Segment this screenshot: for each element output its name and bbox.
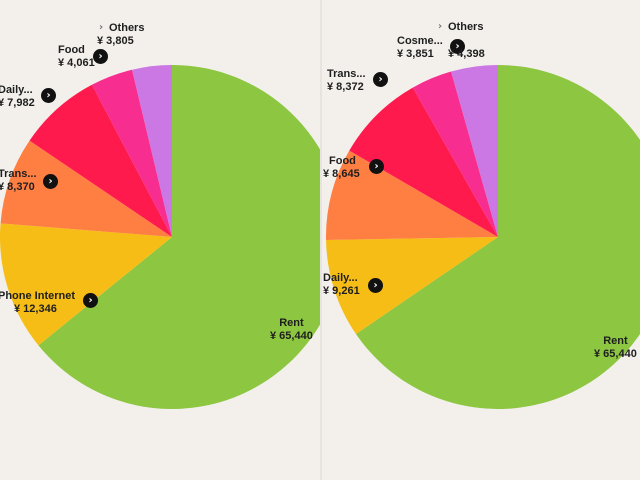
pie-slice-daily[interactable] <box>326 237 498 335</box>
pie-slice-rent[interactable] <box>38 65 320 409</box>
right-chart-panel: › Others Cosme... ¥ 3,851 › ¥ 4,398 Tran… <box>322 0 640 480</box>
right-label-cosme[interactable]: Cosme... ¥ 3,851 › <box>397 35 465 60</box>
pie-slice-trans[interactable] <box>0 140 172 237</box>
left-chart-panel: › Others ¥ 3,805 Food ¥ 4,061 › Daily...… <box>0 22 320 409</box>
pie-slice-cosme[interactable] <box>412 71 498 237</box>
right-pie-chart <box>326 65 640 409</box>
left-label-rent: Rent ¥ 65,440 <box>270 317 313 342</box>
pie-slice-daily[interactable] <box>29 84 173 237</box>
chevron-right-icon: › <box>437 21 443 32</box>
left-label-others[interactable]: › Others ¥ 3,805 <box>97 22 145 47</box>
chevron-right-icon: › <box>98 22 104 33</box>
right-label-trans[interactable]: Trans... ¥ 8,372 › <box>327 68 388 93</box>
pie-slice-phone-internet[interactable] <box>0 223 172 346</box>
left-pie-chart <box>0 65 320 409</box>
pie-slice-rent[interactable] <box>355 65 640 409</box>
right-label-food[interactable]: Food ¥ 8,645 › <box>323 155 384 180</box>
right-label-rent: Rent ¥ 65,440 <box>594 335 637 360</box>
chevron-right-icon: › <box>368 278 383 293</box>
chevron-right-icon: › <box>43 174 58 189</box>
chevron-right-icon: › <box>373 72 388 87</box>
left-label-trans[interactable]: Trans... ¥ 8,370 › <box>0 168 58 193</box>
right-label-daily[interactable]: Daily... ¥ 9,261 › <box>323 272 383 297</box>
chevron-right-icon: › <box>83 293 98 308</box>
pie-slice-others[interactable] <box>132 65 172 237</box>
pie-slice-trans[interactable] <box>349 87 498 237</box>
chevron-right-icon: › <box>93 49 108 64</box>
pie-slice-food[interactable] <box>326 150 498 240</box>
left-label-daily[interactable]: Daily... ¥ 7,982 › <box>0 84 56 109</box>
panel-divider <box>320 0 322 480</box>
pie-slice-others[interactable] <box>451 65 498 237</box>
right-label-others-value: ¥ 4,398 <box>448 48 485 60</box>
left-label-food[interactable]: Food ¥ 4,061 › <box>58 44 108 69</box>
right-label-others[interactable]: › Others <box>437 21 484 33</box>
chevron-right-icon: › <box>450 39 465 54</box>
left-label-phone-internet[interactable]: Phone Internet ¥ 12,346 › <box>0 290 98 315</box>
chevron-right-icon: › <box>41 88 56 103</box>
pie-slice-food[interactable] <box>91 69 172 237</box>
chevron-right-icon: › <box>369 159 384 174</box>
